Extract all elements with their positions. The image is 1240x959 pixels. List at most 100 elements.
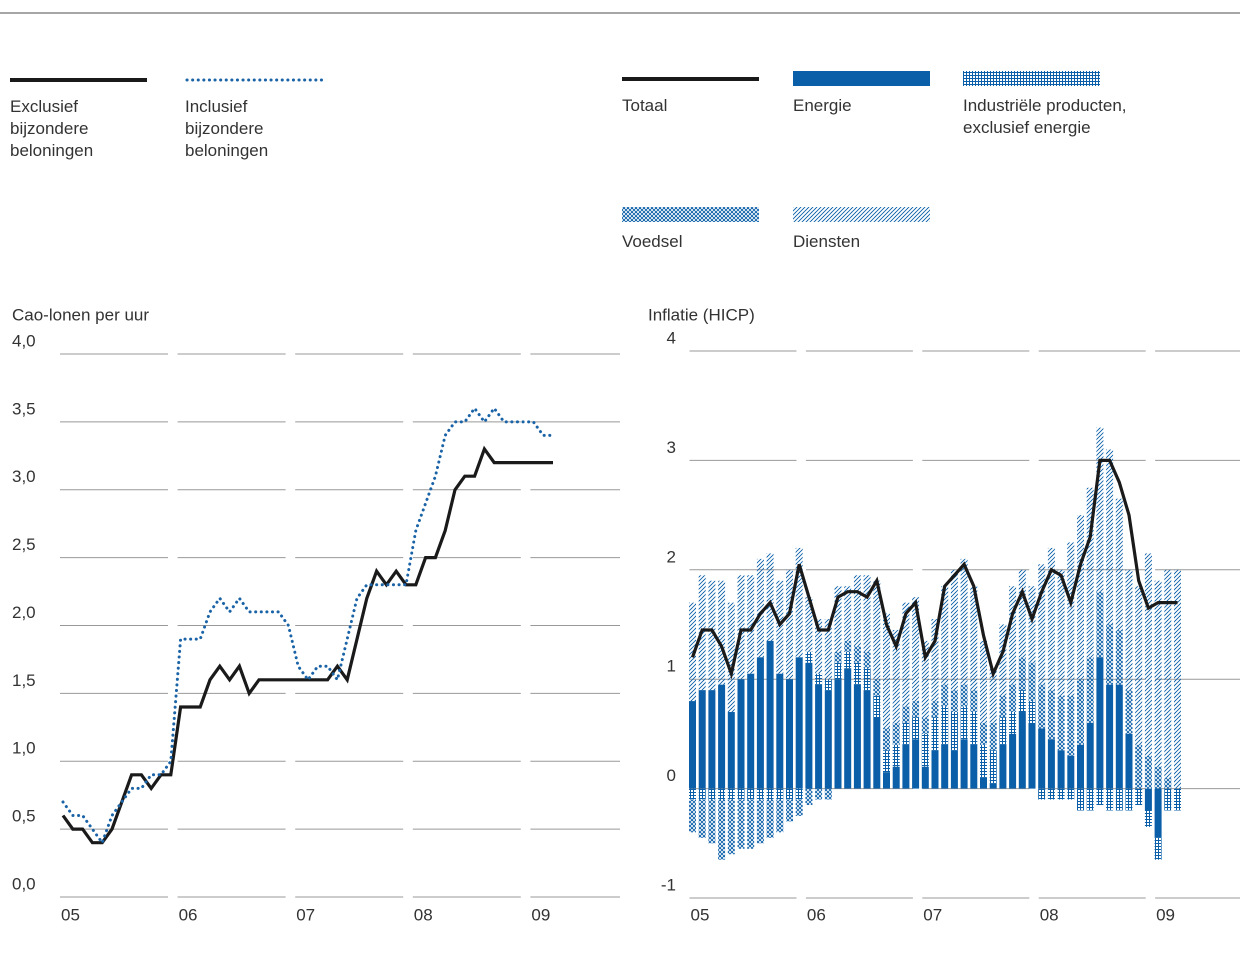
x-tick-label: 06 [807, 905, 826, 924]
bar-segment [1115, 788, 1123, 811]
bar-segment [960, 684, 968, 707]
bar-segment [844, 586, 852, 641]
bar-segment [883, 613, 890, 729]
bar-segment [863, 690, 871, 789]
bar-segment [989, 668, 997, 723]
bar-segment [824, 788, 832, 800]
bar-segment [1106, 624, 1114, 685]
bar-segment [1106, 449, 1114, 625]
bar-segment [1057, 750, 1065, 789]
bar-segment [844, 640, 852, 652]
bar-segment [873, 580, 881, 680]
bar-segment [970, 690, 978, 713]
bar-segment [853, 662, 861, 685]
bar-segment [786, 679, 793, 789]
bar-segment [883, 728, 890, 751]
bar-segment [999, 624, 1007, 696]
bar-segment [756, 558, 764, 658]
bar-segment [892, 766, 900, 789]
bar-segment [1096, 591, 1104, 658]
bar-segment [970, 712, 978, 745]
bar-segment [689, 602, 696, 702]
bar-segment [805, 651, 813, 663]
bar-segment [689, 701, 696, 789]
x-tick-label: 08 [1040, 905, 1059, 924]
bar-segment [1038, 684, 1046, 729]
y-tick-label: 1,5 [12, 671, 36, 690]
bar-segment [1106, 788, 1114, 811]
bar-segment [1096, 427, 1104, 592]
bar-segment [970, 586, 978, 691]
x-tick-label: 07 [296, 905, 315, 924]
y-tick-label: 4 [667, 328, 676, 347]
legend-label: Voedsel [622, 232, 683, 251]
y-tick-label: 1,0 [12, 739, 36, 758]
bar-segment [698, 788, 706, 800]
bar-segment [747, 673, 755, 789]
bar-segment [1086, 788, 1094, 811]
bar-segment [1164, 569, 1172, 778]
bar-segment [1018, 657, 1026, 691]
bar-segment [1077, 515, 1084, 680]
legend-label: Exclusief bijzondere beloningen [10, 97, 94, 160]
bar-segment [863, 575, 871, 652]
y-tick-label: 2,0 [12, 603, 36, 622]
bar-segment [1038, 788, 1046, 800]
bar-segment [795, 788, 803, 800]
bar-segment [718, 799, 726, 860]
bar-segment [1067, 695, 1075, 756]
bar-segment [1028, 586, 1036, 663]
bar-segment [1164, 788, 1172, 811]
bar-segment [1174, 569, 1181, 789]
bar-segment [1009, 733, 1017, 789]
bar-segment [950, 712, 958, 751]
legend-swatch [622, 207, 759, 222]
y-tick-label: 3 [667, 438, 676, 457]
bar-segment [941, 586, 949, 685]
bar-segment [912, 701, 920, 718]
bar-segment [1086, 722, 1094, 789]
bar-segment [931, 701, 939, 718]
bar-segment [689, 799, 696, 833]
bar-segment [1096, 788, 1104, 806]
bar-segment [921, 766, 929, 789]
bar-segment [1057, 569, 1065, 696]
right-axis-title: Inflatie (HICP) [648, 305, 755, 324]
legend-label: Totaal [622, 96, 668, 115]
bar-segment [1009, 684, 1017, 713]
bar-segment [708, 788, 716, 800]
bar-segment [815, 684, 823, 789]
bar-segment [902, 722, 910, 745]
bar-segment [776, 580, 784, 674]
bar-segment [756, 788, 764, 800]
bar-segment [873, 717, 881, 789]
bar-segment [873, 695, 881, 718]
bar-segment [747, 788, 755, 800]
x-tick-label: 05 [61, 905, 80, 924]
series-line [690, 458, 1178, 680]
bar-segment [1028, 701, 1036, 723]
bar-segment [999, 744, 1007, 789]
y-tick-label: 3,5 [12, 399, 36, 418]
bar-segment [824, 619, 832, 680]
bar-segment [1038, 728, 1046, 789]
bar-segment [776, 673, 784, 789]
bar-segment [1038, 564, 1046, 685]
bar-segment [824, 679, 832, 691]
bar-segment [844, 651, 852, 669]
bar-segment [1115, 498, 1123, 630]
bar-segment [766, 788, 774, 800]
bar-segment [999, 695, 1007, 718]
bar-segment [912, 597, 920, 702]
bar-segment [727, 712, 735, 789]
bar-segment [824, 690, 832, 789]
bar-segment [989, 783, 997, 789]
bar-segment [737, 799, 745, 849]
bar-segment [1106, 684, 1114, 789]
bar-segment [1135, 788, 1143, 806]
y-tick-label: 0,5 [12, 807, 36, 826]
bar-segment [1154, 837, 1162, 860]
bar-segment [1144, 755, 1152, 789]
y-tick-label: -1 [661, 875, 676, 894]
